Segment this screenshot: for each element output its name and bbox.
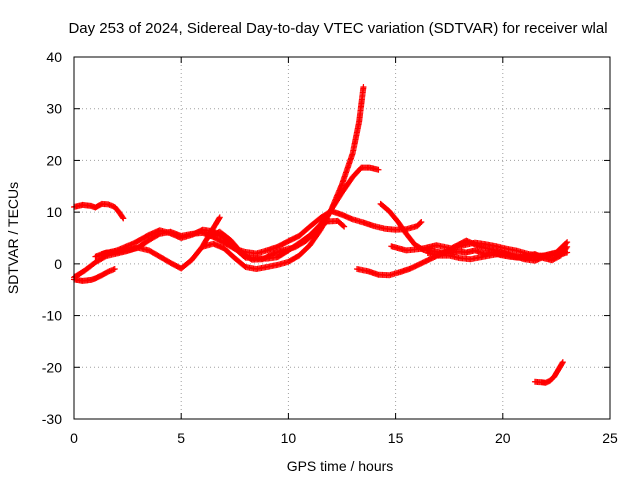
data-point: [216, 215, 223, 222]
y-axis-label: SDTVAR / TECUs: [5, 182, 21, 294]
axis-ticks: 0 5 10 15 20 25 -30 -20 -10 0 10 20 30 40: [42, 49, 618, 446]
data-point: [418, 218, 425, 225]
y-tick-label: -20: [42, 359, 62, 375]
x-axis-label: GPS time / hours: [287, 458, 394, 474]
data-point: [119, 214, 126, 221]
x-tick-label: 0: [70, 430, 78, 446]
data-point: [564, 239, 571, 246]
x-tick-label: 10: [281, 430, 297, 446]
y-tick-label: 30: [46, 101, 62, 117]
y-tick-label: 20: [46, 152, 62, 168]
data-point: [559, 360, 566, 367]
y-tick-label: -30: [42, 411, 62, 427]
y-tick-label: 40: [46, 49, 62, 65]
data-point: [216, 214, 223, 221]
series-arc-12: [531, 359, 566, 386]
series-arc-5: [92, 214, 223, 272]
data-point: [563, 240, 570, 247]
data-point: [360, 83, 367, 90]
y-tick-label: 0: [54, 256, 62, 272]
y-tick-label: -10: [42, 308, 62, 324]
series-arc-2: [71, 266, 118, 284]
y-tick-label: 10: [46, 204, 62, 220]
series-arc-7: [206, 217, 348, 263]
chart-title: Day 253 of 2024, Sidereal Day-to-day VTE…: [68, 20, 607, 37]
data-point: [120, 215, 127, 222]
data-point: [111, 266, 118, 273]
plot-frame: [73, 56, 611, 420]
data-point: [375, 166, 382, 173]
x-tick-label: 25: [602, 430, 618, 446]
series-arc-11: [424, 248, 568, 264]
data-point: [341, 223, 348, 230]
data-point: [559, 359, 566, 366]
series-arc-6: [199, 83, 367, 273]
data-series: [71, 83, 571, 386]
x-tick-label: 5: [177, 430, 185, 446]
series-arc-1: [71, 200, 127, 222]
x-tick-label: 20: [495, 430, 511, 446]
x-tick-label: 15: [388, 430, 404, 446]
data-point: [417, 219, 424, 226]
data-point: [561, 248, 568, 255]
data-point: [340, 222, 347, 229]
